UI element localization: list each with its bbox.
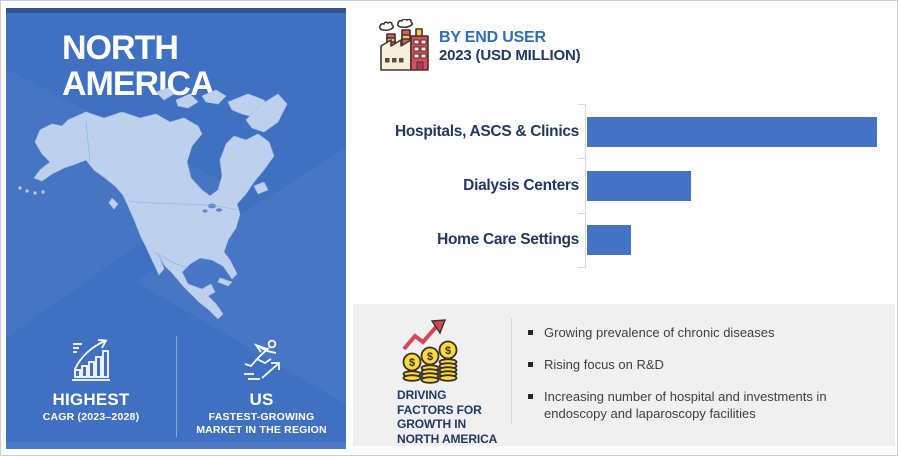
bar-home-care-settings xyxy=(587,225,631,255)
chart-header-text: BY END USER 2023 (USD MILLION) xyxy=(439,19,581,65)
driving-factors-label: DRIVING FACTORS FOR GROWTH IN NORTH AMER… xyxy=(397,388,498,446)
stat-highest-cagr: HIGHEST CAGR (2023–2028) xyxy=(6,336,176,437)
axis-tick xyxy=(578,158,586,159)
category-label: Home Care Settings xyxy=(437,231,579,248)
chart-row: Hospitals, ASCS & Clinics xyxy=(353,105,895,159)
stat-subtitle: CAGR (2023–2028) xyxy=(42,411,140,423)
north-america-map-icon xyxy=(18,87,288,320)
chart-row: Dialysis Centers xyxy=(353,159,895,213)
chart-row: Home Care Settings xyxy=(353,213,895,267)
driving-factor-text: Increasing number of hospital and invest… xyxy=(544,389,827,421)
driving-factors-panel: $ $ $ DRIVING FACTORS FOR GROWTH IN NORTH … xyxy=(353,304,895,446)
driving-factor-text: Rising focus on R&D xyxy=(544,357,664,372)
stat-subtitle: FASTEST-GROWING MARKET IN THE REGION xyxy=(196,411,327,436)
vertical-divider xyxy=(511,318,512,424)
growth-bar-chart-icon xyxy=(72,339,110,381)
driving-factor-item: Growing prevalence of chronic diseases xyxy=(526,324,875,341)
stat-title: US xyxy=(249,390,274,409)
driving-factor-item: Increasing number of hospital and invest… xyxy=(526,388,875,422)
north-america-map xyxy=(6,82,346,352)
bar-hospitals-ascs-clinics xyxy=(587,117,877,147)
stat-us-fastest-growing: US FASTEST-GROWING MARKET IN THE REGION xyxy=(176,336,346,437)
north-america-panel: NORTH AMERICA xyxy=(6,8,346,449)
end-user-bar-chart: Hospitals, ASCS & Clinics Dialysis Cente… xyxy=(353,101,895,273)
chart-axis-line xyxy=(585,104,586,268)
chart-title: BY END USER xyxy=(439,29,546,46)
stat-title: HIGHEST xyxy=(52,390,130,409)
axis-tick xyxy=(578,213,586,214)
driving-factor-item: Rising focus on R&D xyxy=(526,356,875,373)
driving-factors-list: Growing prevalence of chronic diseases R… xyxy=(512,304,895,446)
axis-tick xyxy=(578,104,586,105)
bar-dialysis-centers xyxy=(587,171,692,201)
region-stats-row: HIGHEST CAGR (2023–2028) US FASTEST-GROW… xyxy=(6,336,346,437)
coin-stacks-growth-icon: $ $ $ xyxy=(402,319,458,384)
factory-icon xyxy=(379,19,429,71)
category-label: Hospitals, ASCS & Clinics xyxy=(395,123,579,140)
svg-text:$: $ xyxy=(409,357,415,369)
driving-factor-text: Growing prevalence of chronic diseases xyxy=(544,325,775,340)
chart-subtitle: 2023 (USD MILLION) xyxy=(439,47,581,64)
sprinting-person-icon xyxy=(243,339,280,380)
chart-header: BY END USER 2023 (USD MILLION) xyxy=(375,19,581,73)
region-title-line1: NORTH xyxy=(62,29,179,67)
axis-tick xyxy=(578,267,586,268)
svg-text:$: $ xyxy=(445,345,451,357)
svg-text:$: $ xyxy=(427,351,433,363)
category-label: Dialysis Centers xyxy=(463,177,579,194)
driving-factors-left: $ $ $ DRIVING FACTORS FOR GROWTH IN NORTH … xyxy=(353,304,511,446)
